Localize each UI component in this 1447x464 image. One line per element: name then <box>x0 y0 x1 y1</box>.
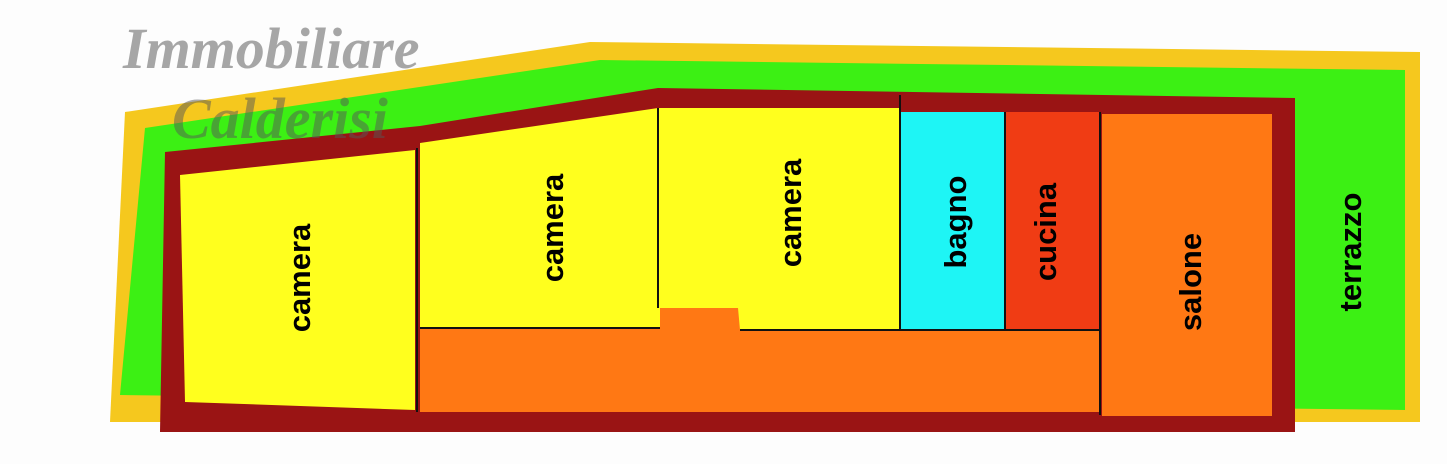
corridor <box>420 308 1100 412</box>
watermark-line-1: Immobiliare <box>122 16 419 81</box>
room-label-cucina: cucina <box>1028 182 1063 281</box>
room-camera-3 <box>658 108 900 330</box>
room-cucina <box>1005 112 1100 330</box>
room-label-bagno: bagno <box>938 176 973 269</box>
room-label-salone: salone <box>1173 233 1208 331</box>
room-label-camera-2: camera <box>535 173 570 282</box>
room-label-terrazzo: terrazzo <box>1333 193 1368 312</box>
room-bagno <box>900 112 1005 330</box>
room-label-camera-1: camera <box>282 223 317 332</box>
room-camera-2 <box>420 108 658 328</box>
room-camera-1 <box>180 150 415 410</box>
room-label-camera-3: camera <box>773 158 808 267</box>
room-salone <box>1102 114 1272 416</box>
wall-lines <box>416 95 1101 415</box>
watermark-line-2: Calderisi <box>172 86 388 151</box>
